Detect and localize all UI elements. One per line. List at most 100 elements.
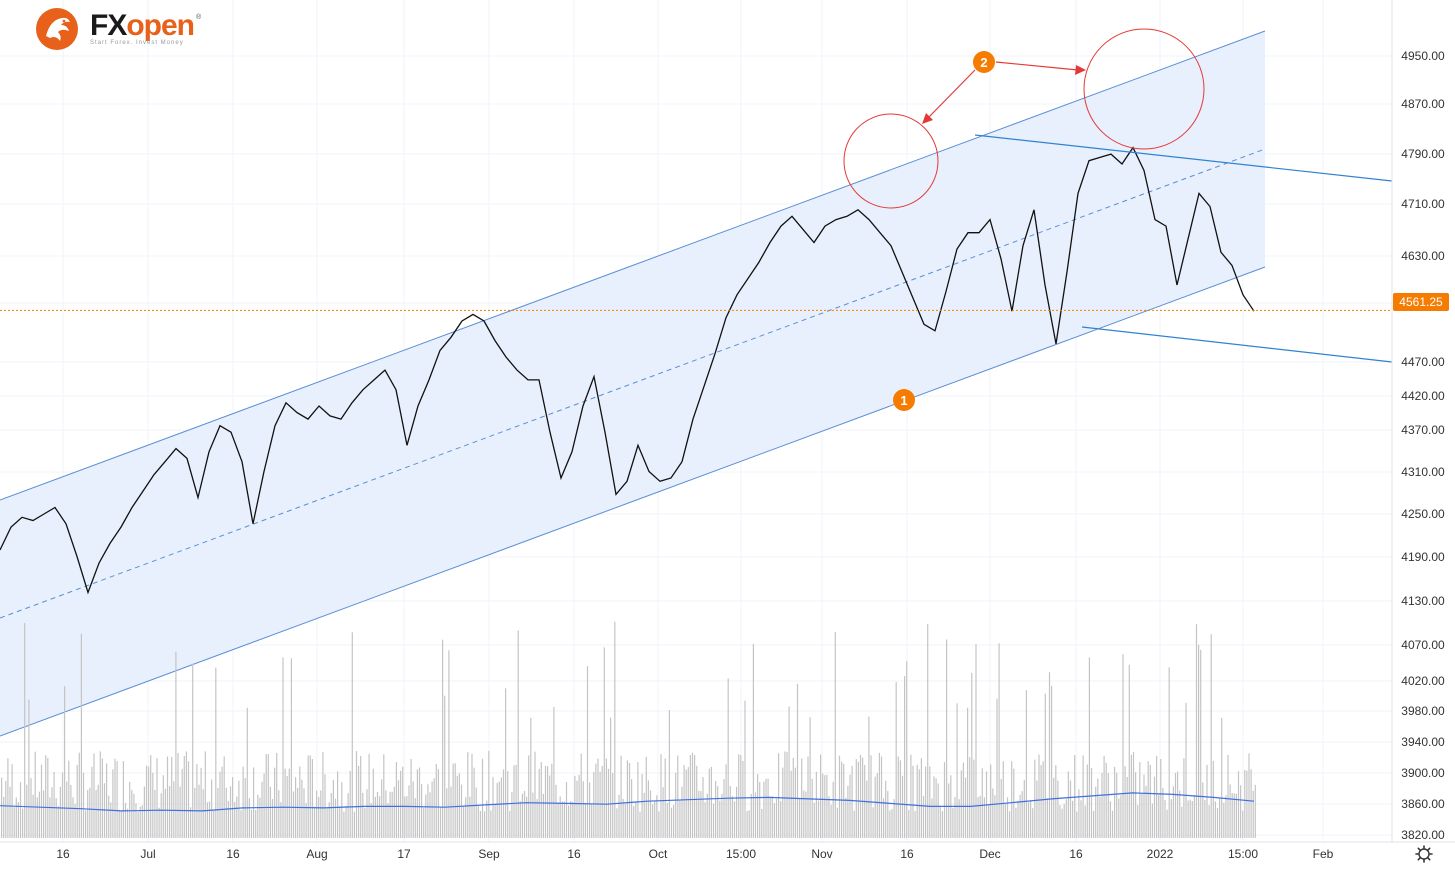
arrow-to-right-circle <box>995 61 1079 71</box>
volume-bar <box>853 810 855 838</box>
volume-bar <box>175 651 177 838</box>
volume-bar <box>1118 798 1120 838</box>
volume-bar <box>580 753 582 838</box>
volume-bar <box>78 752 80 838</box>
time-axis-label: 15:00 <box>726 847 756 861</box>
volume-bar <box>1216 808 1219 838</box>
volume-bar <box>1212 760 1214 838</box>
annotation-marker-1[interactable]: 1 <box>893 389 915 411</box>
volume-bar <box>150 755 152 838</box>
volume-bar <box>561 801 563 838</box>
time-axis-label: Feb <box>1313 847 1334 861</box>
volume-bar <box>303 788 305 838</box>
volume-bar <box>402 766 404 838</box>
price-axis-label: 3940.00 <box>1401 735 1445 749</box>
volume-bar <box>135 803 137 838</box>
volume-bar <box>326 808 328 838</box>
volume-bar <box>523 791 526 838</box>
volume-bar <box>114 758 116 838</box>
volume-bar <box>677 755 679 838</box>
volume-bar <box>316 790 318 838</box>
volume-bar <box>979 795 981 838</box>
time-axis-label: Nov <box>811 847 832 861</box>
volume-bar <box>393 786 395 838</box>
volume-bar <box>1149 765 1151 838</box>
volume-bar <box>49 797 51 838</box>
volume-bar <box>1164 800 1166 838</box>
volume-bar <box>773 803 775 838</box>
volume-bar <box>223 756 225 838</box>
volume-bar <box>559 796 561 838</box>
time-axis[interactable]: 16 Jul 16 Aug 17 Sep 16 Oct 15:00 Nov 16 Dec 16 2022 1… <box>0 841 1455 861</box>
volume-bar <box>715 781 717 838</box>
volume-bar <box>1202 782 1204 838</box>
volume-bar <box>612 773 614 838</box>
time-axis-label: Jul <box>140 847 155 861</box>
volume-bar <box>1084 805 1086 838</box>
logo-open-text: open <box>126 9 195 42</box>
volume-bar <box>166 756 169 838</box>
volume-bar <box>656 795 658 838</box>
volume-bar <box>129 782 131 838</box>
volume-bar <box>460 784 463 838</box>
volume-bar <box>511 792 513 838</box>
volume-bar <box>593 771 595 838</box>
volume-bar <box>1097 778 1099 838</box>
ascending-channel[interactable] <box>0 30 1266 737</box>
volume-bar <box>778 753 780 838</box>
volume-bar <box>975 644 977 838</box>
volume-bar <box>542 793 544 838</box>
volume-bar <box>658 811 660 838</box>
volume-bar <box>536 799 538 838</box>
volume-bar <box>255 810 257 838</box>
volume-bar <box>467 752 469 838</box>
volume-bar <box>721 794 723 838</box>
volume-bar <box>1141 793 1143 838</box>
price-axis-label: 4950.00 <box>1401 49 1445 63</box>
descending-trendlines[interactable] <box>974 134 1393 363</box>
volume-bar <box>570 801 572 838</box>
volume-bar <box>82 772 85 838</box>
volume-bar <box>360 756 362 838</box>
time-axis-label: Dec <box>979 847 1000 861</box>
volume-bar <box>389 791 391 838</box>
volume-bar <box>219 771 221 838</box>
volume-bar <box>530 717 532 838</box>
volume-bar <box>893 799 895 838</box>
volume-bar <box>1017 800 1019 838</box>
volume-bar <box>229 786 232 838</box>
volume-bar <box>87 790 89 838</box>
volume-bar <box>601 765 603 838</box>
volume-bar <box>1122 654 1124 838</box>
settings-gear-icon[interactable] <box>1415 845 1433 863</box>
volume-bar <box>1036 780 1038 838</box>
volume-bar <box>225 787 227 838</box>
volume-bar <box>744 700 746 838</box>
volume-bar <box>339 806 341 838</box>
volume-bar <box>99 751 101 838</box>
volume-bar <box>490 810 492 838</box>
price-axis[interactable]: 4950.00 4870.00 4790.00 4710.00 4630.00 4470.… <box>1391 0 1449 842</box>
volume-bar <box>261 781 263 838</box>
volume-bar <box>259 797 261 838</box>
price-axis-label: 4070.00 <box>1401 638 1445 652</box>
volume-bar <box>494 804 496 838</box>
volume-bar <box>38 791 40 838</box>
logo-wordmark: FXopen <box>90 9 195 42</box>
volume-bar <box>477 806 479 838</box>
volume-bar <box>173 781 175 838</box>
volume-bar <box>1120 795 1122 838</box>
annotation-marker-2[interactable]: 2 <box>973 51 995 73</box>
volume-bar <box>1177 771 1179 838</box>
price-axis-label: 4470.00 <box>1401 355 1445 369</box>
highlight-circles[interactable] <box>843 28 1205 209</box>
volume-bar <box>862 757 864 838</box>
volume-bar <box>727 678 729 838</box>
volume-bar <box>1139 762 1141 838</box>
volume-bar <box>1044 693 1046 838</box>
volume-bar <box>274 767 276 838</box>
volume-bar <box>383 754 385 838</box>
volume-bar <box>137 811 139 838</box>
volume-bar <box>698 790 700 838</box>
